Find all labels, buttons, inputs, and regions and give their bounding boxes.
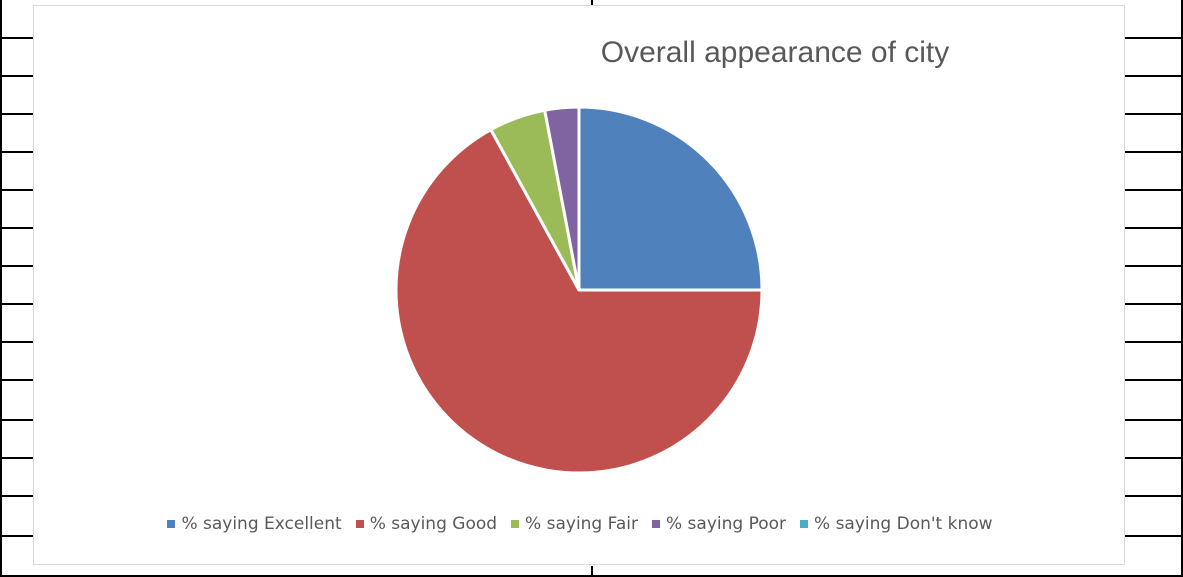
legend-label-1: % saying Good	[369, 514, 498, 534]
legend-swatch-0	[167, 520, 176, 528]
pie-slice-0[interactable]	[577, 105, 764, 292]
pie-slice-3[interactable]	[543, 105, 581, 292]
legend-label-3: % saying Poor	[665, 514, 787, 534]
legend-item-2: % saying Fair	[511, 514, 638, 534]
legend-label-0: % saying Excellent	[181, 514, 342, 534]
legend-swatch-3	[651, 520, 660, 528]
chart-legend: % saying Excellent % saying Good % saying …	[34, 514, 1126, 534]
legend-label-4: % saying Don't know	[814, 514, 993, 534]
legend-label-2: % saying Fair	[525, 514, 638, 534]
pie-chart	[394, 105, 764, 475]
pie-slice-1[interactable]	[394, 128, 764, 475]
legend-swatch-4	[800, 520, 809, 528]
chart-title: Overall appearance of city	[600, 36, 950, 69]
legend-item-0: % saying Excellent	[167, 514, 342, 534]
chart-area[interactable]: Overall appearance of city % saying Exce…	[33, 5, 1125, 565]
legend-item-1: % saying Good	[355, 514, 498, 534]
legend-item-3: % saying Poor	[651, 514, 787, 534]
legend-swatch-2	[511, 520, 520, 528]
legend-item-4: % saying Don't know	[800, 514, 993, 534]
legend-swatch-1	[355, 520, 364, 528]
